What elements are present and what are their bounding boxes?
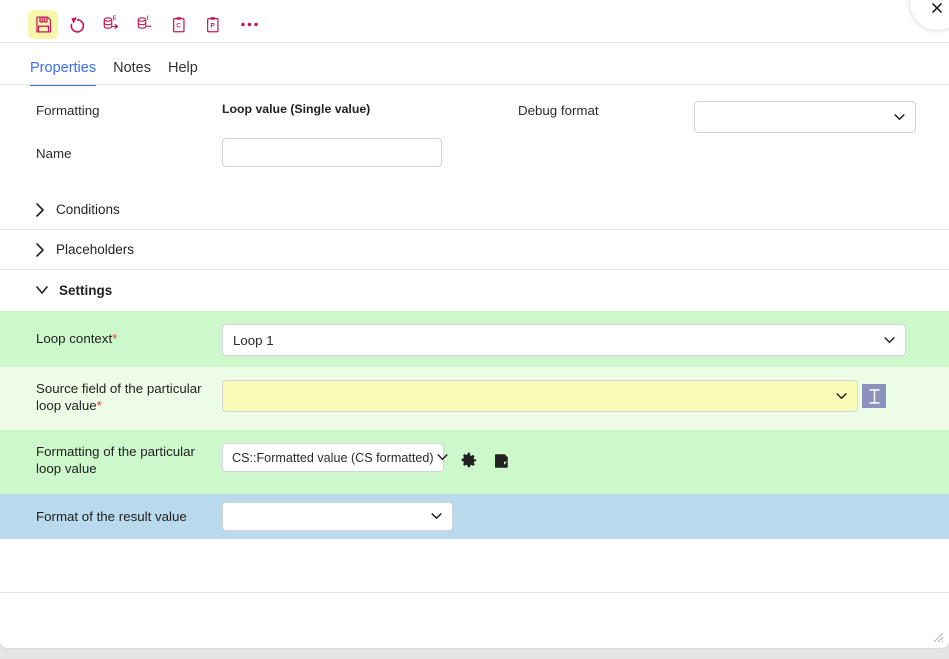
svg-text:P: P: [210, 22, 215, 29]
svg-text:E: E: [112, 16, 116, 22]
svg-text:I: I: [146, 16, 148, 22]
svg-text:C: C: [176, 22, 181, 29]
